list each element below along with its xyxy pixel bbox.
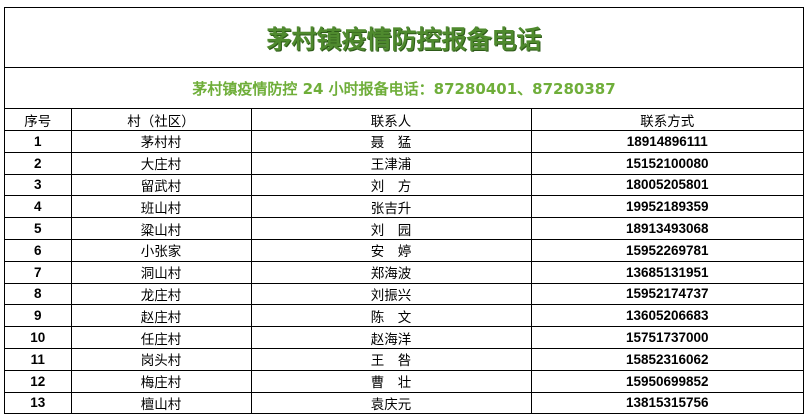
phone-number: 13815315756 [530,391,803,414]
row-index: 9 [5,304,72,328]
phone-number: 15950699852 [530,369,803,393]
phone-number: 13685131951 [530,260,803,284]
phone-number: 15751737000 [530,326,803,349]
table-row: 8 龙庄村 刘振兴 15952174737 [5,282,803,306]
contact-sheet: 茅村镇疫情防控报备电话 茅村镇疫情防控 24 小时报备电话：87280401、8… [4,7,804,415]
phone-number: 18913493068 [530,217,803,240]
header-village: 村（社区） [70,109,252,131]
contact-person: 陈 文 [250,304,532,328]
contact-person: 张吉升 [250,195,532,219]
row-index: 3 [5,173,72,197]
phone-number: 18005205801 [530,173,803,197]
contact-person: 赵海洋 [250,326,532,349]
row-index: 1 [5,130,72,153]
row-index: 10 [5,326,72,349]
page-title: 茅村镇疫情防控报备电话 [5,8,803,68]
row-index: 8 [5,282,72,306]
table-row: 7 洞山村 郑海波 13685131951 [5,260,803,284]
village-name: 班山村 [70,195,252,219]
contact-person: 袁庆元 [250,391,532,414]
phone-number: 15852316062 [530,347,803,371]
row-index: 12 [5,369,72,393]
phone-number: 19952189359 [530,195,803,219]
row-index: 2 [5,151,72,175]
row-index: 7 [5,260,72,284]
table-row: 6 小张家安 婷 15952269781 [5,238,803,262]
contact-person: 郑海波 [250,260,532,284]
table-row: 13 檀山村 袁庆元 13815315756 [5,391,803,414]
table-row: 10 任庄村 赵海洋 15751737000 [5,326,803,349]
row-index: 11 [5,347,72,371]
village-name: 檀山村 [70,391,252,414]
hotline-subtitle: 茅村镇疫情防控 24 小时报备电话：87280401、87280387 [5,68,803,109]
contact-person: 王 咎 [250,347,532,371]
table-row: 11 岗头村王 咎 15852316062 [5,347,803,371]
header-contact: 联系人 [250,109,532,131]
village-name: 赵庄村 [70,304,252,328]
village-name: 岗头村 [70,347,252,371]
village-name: 任庄村 [70,326,252,349]
phone-number: 18914896111 [530,130,803,153]
row-index: 13 [5,391,72,414]
village-name: 洞山村 [70,260,252,284]
village-name: 粱山村 [70,217,252,240]
phone-number: 13605206683 [530,304,803,328]
table-row: 4 班山村 张吉升 19952189359 [5,195,803,219]
contact-person: 安 婷 [250,238,532,262]
row-index: 6 [5,238,72,262]
contact-person: 曹 壮 [250,369,532,393]
table-row: 9 赵庄村陈 文 13605206683 [5,304,803,328]
table-row: 1 茅村村聂 猛 18914896111 [5,130,803,153]
village-name: 茅村村 [70,130,252,153]
phone-number: 15152100080 [530,151,803,175]
table-row: 2 大庄村 王津浦 15152100080 [5,151,803,175]
contact-table: 序号 村（社区） 联系人 联系方式 1 茅村村聂 猛 18914896111 2 大庄村… [5,109,803,414]
village-name: 龙庄村 [70,282,252,306]
header-index: 序号 [5,109,72,131]
table-row: 5 粱山村刘 园 18913493068 [5,217,803,240]
contact-person: 刘 方 [250,173,532,197]
table-header-row: 序号 村（社区） 联系人 联系方式 [5,109,803,131]
table-row: 12 梅庄村曹 壮 15950699852 [5,369,803,393]
contact-person: 王津浦 [250,151,532,175]
contact-person: 刘振兴 [250,282,532,306]
row-index: 4 [5,195,72,219]
phone-number: 15952269781 [530,238,803,262]
header-phone: 联系方式 [530,109,803,131]
village-name: 梅庄村 [70,369,252,393]
row-index: 5 [5,217,72,240]
village-name: 大庄村 [70,151,252,175]
contact-person: 刘 园 [250,217,532,240]
table-row: 3 留武村刘 方 18005205801 [5,173,803,197]
village-name: 留武村 [70,173,252,197]
contact-person: 聂 猛 [250,130,532,153]
village-name: 小张家 [70,238,252,262]
phone-number: 15952174737 [530,282,803,306]
